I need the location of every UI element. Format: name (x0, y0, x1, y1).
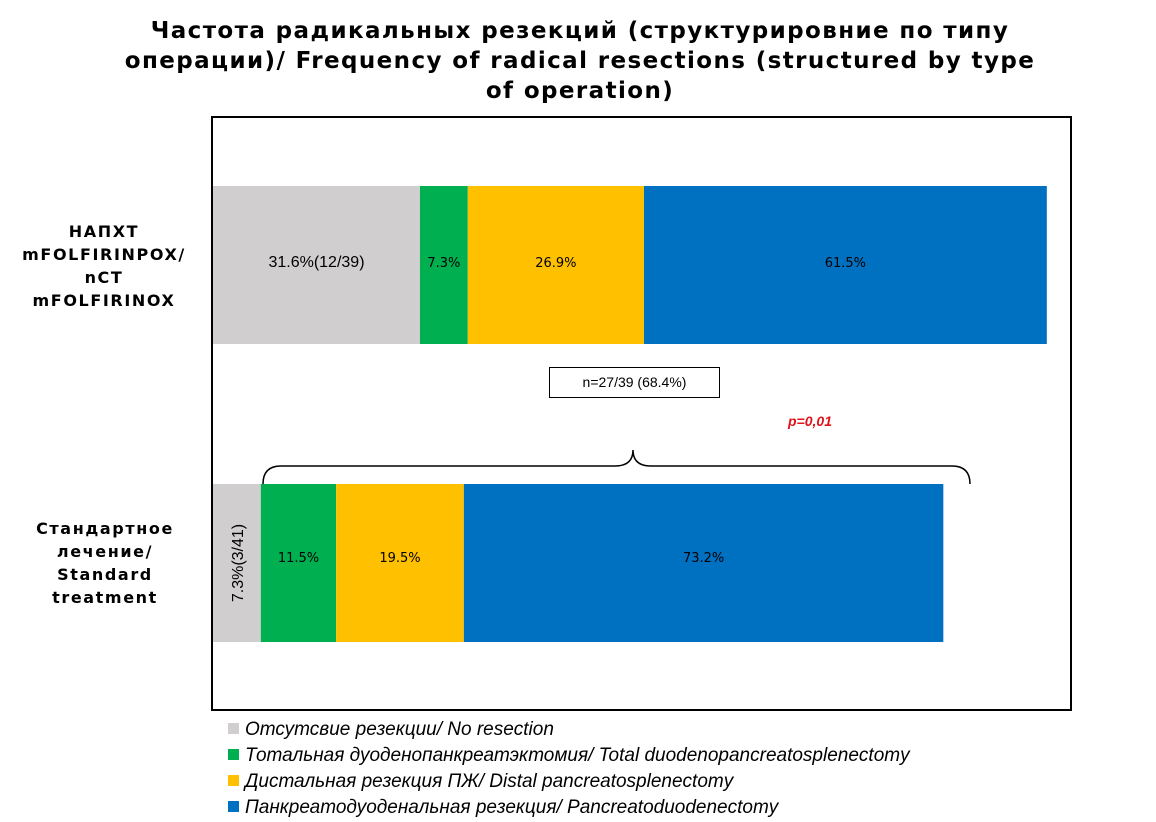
legend-swatch-2 (228, 749, 239, 760)
legend-item-4: Панкреатодуоденальная резекция/ Pancreat… (228, 796, 910, 822)
bar-segment-1-3 (467, 186, 644, 344)
bar-label-2-3: 19.5% (379, 551, 420, 566)
title-line-3: of operation) (485, 78, 675, 104)
bar-segment-1-4 (643, 186, 1047, 344)
chart-title: Частота радикальных резекций (структурир… (100, 16, 1060, 106)
bar-label-1-2: 7.3% (427, 256, 460, 271)
legend-swatch-4 (228, 801, 239, 812)
bar-segment-2-3 (336, 484, 464, 642)
bar-label-1-3: 26.9% (535, 256, 576, 271)
category-label-standard-line-4: treatment (52, 588, 158, 607)
legend-label-4: Панкреатодуоденальная резекция/ Pancreat… (245, 797, 779, 818)
legend-item-1: Отсутсвие резекции/ No resection (228, 718, 910, 744)
bar-segment-2-1 (213, 484, 261, 642)
legend-item-2: Тотальная дуоденопанкреатэктомия/ Total … (228, 744, 910, 770)
category-label-nact-line-3: nCT (84, 268, 124, 287)
bar-label-2-4: 73.2% (683, 551, 724, 566)
title-line-1: Частота радикальных резекций (структурир… (150, 18, 1010, 44)
category-label-standard-line-1: Стандартное (36, 519, 174, 538)
category-label-nact-line-1: НАПХТ (68, 222, 140, 241)
p-value-annotation: p=0,01 (788, 413, 832, 429)
category-label-nact-line-2: mFOLFIRINPOX/ (22, 245, 186, 264)
n-annotation-box: n=27/39 (68.4%) (549, 367, 720, 398)
legend-item-3: Дистальная резекция ПЖ/ Distal pancreato… (228, 770, 910, 796)
legend: Отсутсвие резекции/ No resection Тотальна… (228, 718, 910, 822)
bar-label-2-1: 7.3%(3/41) (230, 524, 247, 602)
plot-area (211, 116, 1072, 711)
legend-label-2: Тотальная дуоденопанкреатэктомия/ Total … (245, 745, 910, 766)
title-line-2: операции)/ Frequency of radical resectio… (124, 48, 1036, 74)
bars-group: 31.6%(12/39) 7.3% 26.9% 61.5% 7.3%(3/41) 11.5… (213, 186, 1047, 642)
bar-label-2-2: 11.5% (278, 551, 319, 566)
bar-label-1-4: 61.5% (825, 256, 866, 271)
category-label-standard-line-2: лечение/ (56, 542, 154, 561)
category-label-nact-line-4: mFOLFIRINOX (32, 291, 176, 310)
category-label-nact: НАПХТ mFOLFIRINPOX/ nCT mFOLFIRINOX (4, 220, 204, 312)
bar-segment-1-1 (213, 186, 420, 344)
bar-label-1-1: 31.6%(12/39) (268, 254, 364, 271)
category-label-standard: Стандартное лечение/ Standard treatment (10, 517, 200, 609)
legend-label-1: Отсутсвие резекции/ No resection (245, 719, 554, 740)
legend-swatch-3 (228, 775, 239, 786)
bar-segment-2-2 (260, 484, 337, 642)
bar-segment-1-2 (419, 186, 468, 344)
category-label-standard-line-3: Standard (57, 565, 153, 584)
bracket (262, 449, 971, 485)
bar-segment-2-4 (463, 484, 944, 642)
legend-label-3: Дистальная резекция ПЖ/ Distal pancreato… (245, 771, 734, 792)
legend-swatch-1 (228, 723, 239, 734)
